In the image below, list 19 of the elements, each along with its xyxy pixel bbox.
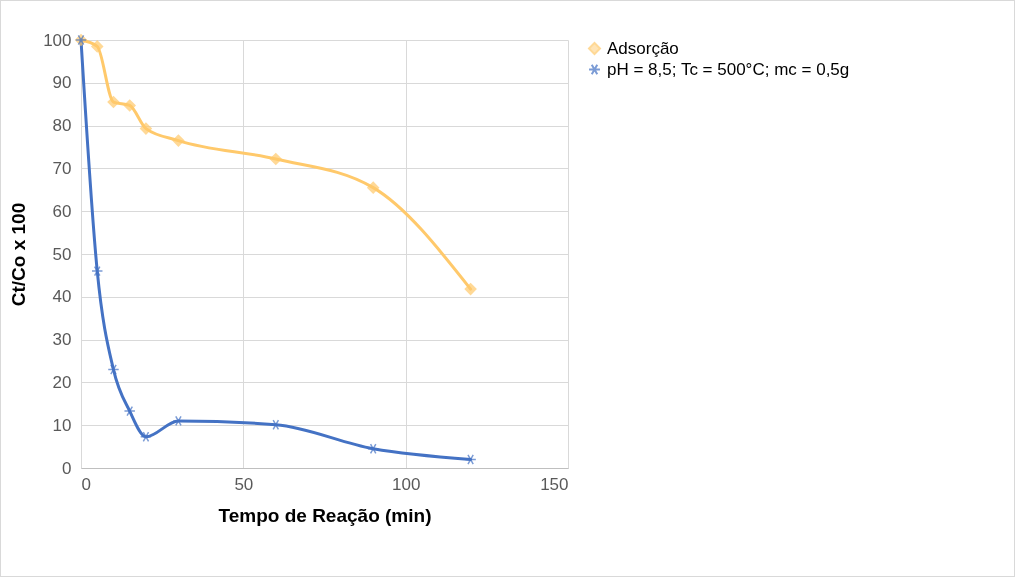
y-tick-label: 70 xyxy=(52,158,72,178)
x-tick-label: 150 xyxy=(540,474,569,494)
y-tick-label: 80 xyxy=(52,116,72,136)
x-axis-title: Tempo de Reação (min) xyxy=(218,504,432,526)
y-tick-label: 90 xyxy=(52,73,72,93)
y-tick-label: 100 xyxy=(43,30,72,50)
y-tick-label: 10 xyxy=(52,415,72,435)
y-tick-label: 20 xyxy=(52,372,72,392)
y-tick-label: 60 xyxy=(52,201,72,221)
x-tick-label: 50 xyxy=(234,474,254,494)
y-tick-label: 50 xyxy=(52,244,72,264)
legend-label: pH = 8,5; Tc = 500°C; mc = 0,5g xyxy=(607,59,850,79)
y-tick-label: 30 xyxy=(52,330,72,350)
y-tick-label: 0 xyxy=(62,458,72,478)
y-axis-title: Ct/Co x 100 xyxy=(8,202,30,307)
legend-label: Adsorção xyxy=(607,38,679,58)
y-tick-label: 40 xyxy=(52,287,72,307)
x-tick-label: 0 xyxy=(81,474,91,494)
x-tick-label: 100 xyxy=(391,474,421,494)
